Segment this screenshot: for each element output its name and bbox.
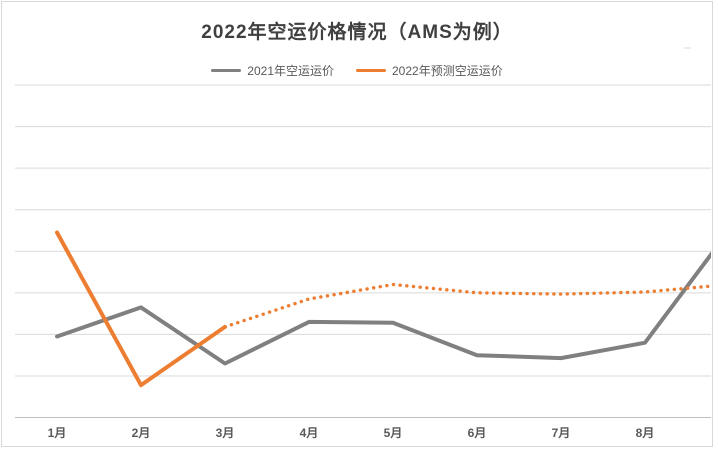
legend-line-marker-orange [356,68,386,73]
legend-label: 2021年空运运价 [247,64,334,78]
legend-label: 2022年预测空运运价 [392,64,503,78]
chart-widget[interactable]: 2022年空运价格情况（AMS为例） 2021年空运运价 2022年预测空运运价 [1,1,713,447]
chart-legend: 2021年空运运价 2022年预测空运运价 [2,62,712,79]
series-line-2022-dotted [223,282,711,329]
screen-artifact [684,47,691,49]
series-line-2022-solid [55,230,227,388]
legend-item-2021: 2021年空运运价 [211,62,334,79]
legend-item-2022: 2022年预测空运运价 [356,62,503,79]
chart-title: 2022年空运价格情况（AMS为例） [201,22,513,43]
legend-line-marker-gray [211,68,242,73]
series-line-2021 [55,251,711,366]
